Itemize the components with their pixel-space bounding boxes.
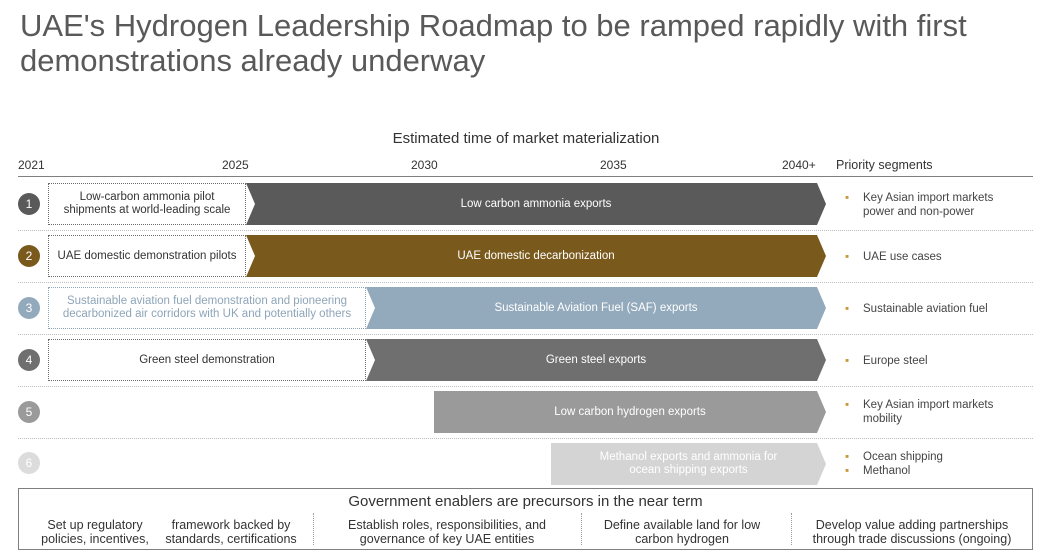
year-label: 2021 — [18, 158, 45, 172]
enabler-divider — [313, 513, 314, 545]
enabler-item: Set up regulatory policies, incentives, — [41, 518, 149, 546]
row-number-badge: 3 — [18, 297, 40, 319]
enabler-item: Develop value adding partnerships throug… — [812, 518, 1012, 546]
row-number-badge: 6 — [18, 452, 40, 474]
row-divider — [18, 386, 1033, 387]
priority-text: Methanol — [863, 465, 911, 477]
row-number-badge: 2 — [18, 245, 40, 267]
timeline-axis — [18, 176, 1033, 177]
priority-segment: ▪ UAE use cases — [845, 251, 942, 263]
pilot-box: Sustainable aviation fuel demonstration … — [48, 287, 366, 329]
priority-segment: ▪ Ocean shipping ▪ Methanol — [845, 451, 943, 477]
priority-text: Europe steel — [863, 355, 928, 367]
year-label: 2025 — [222, 158, 249, 172]
priority-text: Sustainable aviation fuel — [863, 303, 988, 315]
year-label: 2040+ — [782, 158, 816, 172]
timeline-bar: Green steel exports — [366, 339, 826, 381]
timeline-bar: UAE domestic decarbonization — [246, 235, 826, 277]
enabler-item: Establish roles, responsibilities, and g… — [347, 518, 547, 546]
timeline-bar: Low carbon ammonia exports — [246, 183, 826, 225]
year-label: 2035 — [600, 158, 627, 172]
priority-text: Key Asian import markets mobility — [863, 399, 994, 425]
priority-header: Priority segments — [836, 158, 933, 172]
priority-segment: ▪ Key Asian import markets mobility — [845, 398, 1013, 426]
row-divider — [18, 438, 1033, 439]
priority-text: Key Asian import markets power and non-p… — [863, 192, 994, 218]
pilot-box: Green steel demonstration — [48, 339, 366, 381]
priority-segment: ▪ Key Asian import markets power and non-… — [845, 191, 1013, 219]
row-number-badge: 5 — [18, 401, 40, 423]
enabler-item: framework backed by standards, certifica… — [165, 518, 297, 546]
priority-text: Ocean shipping — [863, 451, 943, 463]
timeline-subtitle: Estimated time of market materialization — [392, 130, 660, 147]
year-label: 2030 — [411, 158, 438, 172]
enabler-divider — [791, 513, 792, 545]
row-divider — [18, 230, 1033, 231]
row-divider — [18, 282, 1033, 283]
pilot-box: Low-carbon ammonia pilot shipments at wo… — [48, 183, 246, 225]
enabler-divider — [581, 513, 582, 545]
enabler-item: Define available land for low carbon hyd… — [603, 518, 761, 546]
page-title: UAE's Hydrogen Leadership Roadmap to be … — [20, 8, 967, 78]
timeline-bar: Methanol exports and ammonia for ocean s… — [551, 443, 826, 485]
government-enablers-box: Government enablers are precursors in th… — [18, 488, 1033, 550]
pilot-box: UAE domestic demonstration pilots — [48, 235, 246, 277]
row-number-badge: 4 — [18, 349, 40, 371]
row-divider — [18, 334, 1033, 335]
priority-text: UAE use cases — [863, 251, 942, 263]
timeline-bar: Sustainable Aviation Fuel (SAF) exports — [366, 287, 826, 329]
timeline-bar: Low carbon hydrogen exports — [434, 391, 826, 433]
government-enablers-title: Government enablers are precursors in th… — [348, 493, 703, 510]
priority-segment: ▪ Europe steel — [845, 355, 928, 367]
row-number-badge: 1 — [18, 193, 40, 215]
priority-segment: ▪ Sustainable aviation fuel — [845, 303, 988, 315]
